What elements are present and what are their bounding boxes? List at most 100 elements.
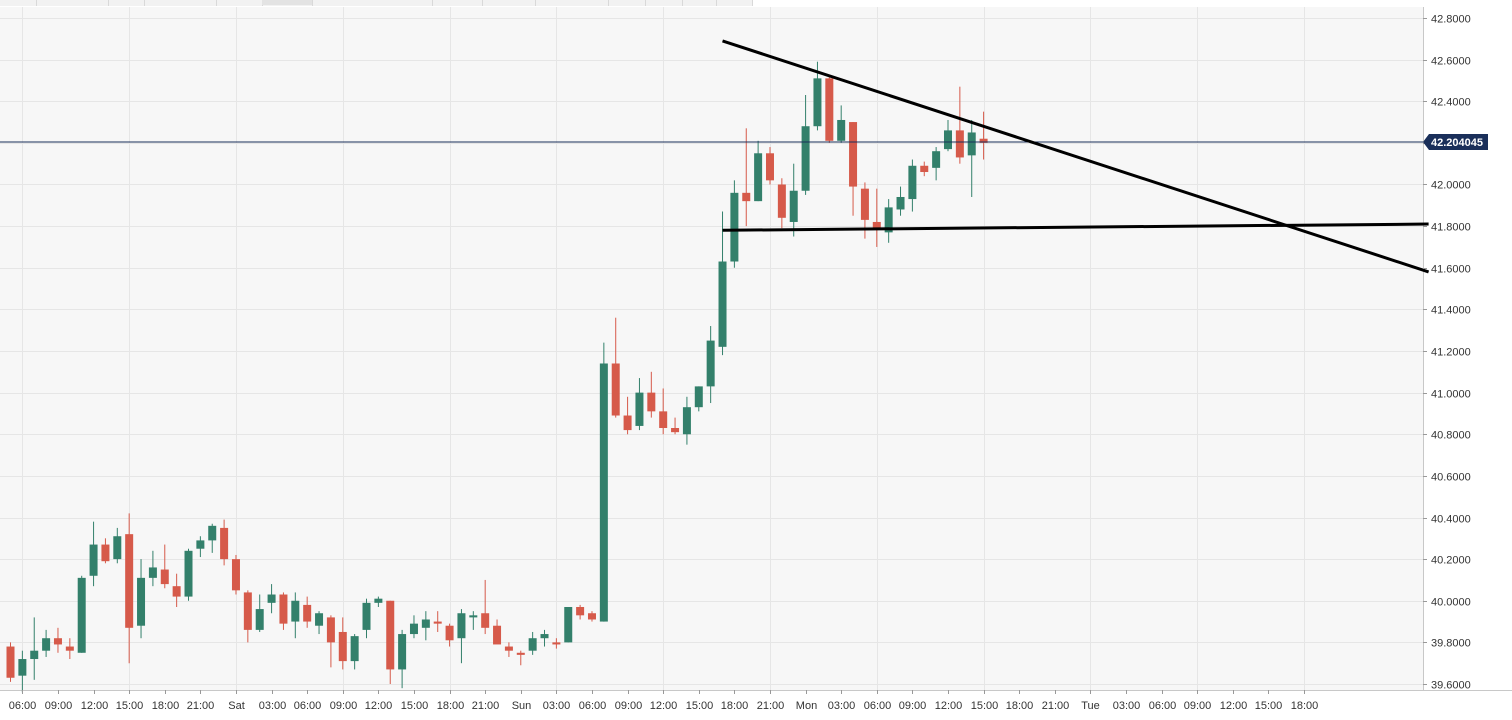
candle-down[interactable]: [516, 650, 525, 666]
candle-up[interactable]: [837, 105, 846, 143]
candle-up[interactable]: [564, 606, 573, 643]
candle-up[interactable]: [540, 629, 549, 647]
candle-down[interactable]: [587, 611, 596, 622]
x-tick-label: 09:00: [1184, 700, 1212, 712]
candle-up[interactable]: [184, 548, 193, 601]
candle-down[interactable]: [481, 579, 490, 635]
candle-down[interactable]: [172, 573, 181, 607]
candle-down[interactable]: [433, 611, 442, 632]
candle-up[interactable]: [469, 611, 478, 630]
candle-down[interactable]: [576, 604, 585, 620]
candle-down[interactable]: [125, 513, 134, 664]
candle-up[interactable]: [362, 598, 371, 639]
candle-up[interactable]: [421, 611, 430, 641]
candle-up[interactable]: [943, 119, 952, 152]
candle-down[interactable]: [493, 619, 502, 645]
candle-body: [516, 652, 525, 655]
candle-up[interactable]: [42, 629, 51, 657]
candle-up[interactable]: [315, 611, 324, 635]
candle-body: [718, 261, 727, 347]
candle-down[interactable]: [279, 592, 288, 630]
x-tick-label: 12:00: [1220, 700, 1248, 712]
candle-up[interactable]: [350, 634, 359, 670]
candle-down[interactable]: [765, 147, 774, 185]
candle-down[interactable]: [623, 396, 632, 435]
tab-active[interactable]: [262, 0, 312, 5]
candle-up[interactable]: [255, 594, 264, 632]
candle-up[interactable]: [409, 615, 418, 639]
candle-down[interactable]: [53, 627, 62, 653]
candle-down[interactable]: [552, 638, 561, 649]
candle-down[interactable]: [979, 111, 988, 160]
candle-down[interactable]: [160, 544, 169, 589]
candle-up[interactable]: [137, 559, 146, 639]
candle-up[interactable]: [398, 629, 407, 689]
candle-down[interactable]: [303, 596, 312, 628]
support-line[interactable]: [722, 222, 1429, 232]
candle-up[interactable]: [89, 521, 98, 587]
candle-down[interactable]: [647, 371, 656, 418]
candle-down[interactable]: [101, 538, 110, 564]
candle-up[interactable]: [148, 550, 157, 587]
candle-up[interactable]: [884, 199, 893, 243]
candle-up[interactable]: [196, 536, 205, 558]
candle-body: [504, 646, 513, 651]
candle-up[interactable]: [932, 147, 941, 181]
candle-up[interactable]: [291, 592, 300, 639]
candle-down[interactable]: [243, 590, 252, 643]
candle-down[interactable]: [504, 642, 513, 657]
descending-resistance-line[interactable]: [722, 39, 1430, 274]
candle-up[interactable]: [730, 180, 739, 268]
candle-up[interactable]: [635, 378, 644, 431]
candle-up[interactable]: [694, 386, 703, 412]
candle-down[interactable]: [338, 617, 347, 670]
candle-down[interactable]: [659, 388, 668, 435]
candle-up[interactable]: [208, 523, 217, 553]
candle-up[interactable]: [718, 211, 727, 356]
y-tick-label: 40.4000: [1431, 514, 1471, 526]
candle-down[interactable]: [777, 178, 786, 229]
candle-body: [18, 659, 27, 676]
candle-up[interactable]: [896, 186, 905, 216]
candle-up[interactable]: [754, 140, 763, 202]
candle-up[interactable]: [528, 631, 537, 655]
candle-down[interactable]: [742, 128, 751, 227]
candle-body: [398, 634, 407, 670]
candle-up[interactable]: [967, 119, 976, 197]
y-tick-label: 41.6000: [1431, 264, 1471, 276]
current-price-tag: 42.204045: [1423, 134, 1488, 151]
candle-down[interactable]: [6, 642, 15, 682]
candle-up[interactable]: [599, 342, 608, 622]
candle-up[interactable]: [682, 396, 691, 445]
candle-body: [89, 544, 98, 576]
candle-down[interactable]: [872, 188, 881, 247]
candle-down[interactable]: [611, 317, 620, 418]
candle-up[interactable]: [77, 575, 86, 653]
candle-body: [694, 386, 703, 408]
candle-down[interactable]: [326, 615, 335, 668]
candle-up[interactable]: [374, 596, 383, 607]
candle-down[interactable]: [849, 122, 858, 216]
candle-down[interactable]: [825, 76, 834, 143]
candle-body: [493, 625, 502, 645]
candle-down[interactable]: [955, 86, 964, 164]
candle-down[interactable]: [220, 519, 229, 566]
candle-up[interactable]: [706, 326, 715, 404]
candle-up[interactable]: [789, 163, 798, 237]
candle-body: [231, 559, 240, 591]
x-tick-label: 06:00: [294, 700, 322, 712]
candle-down[interactable]: [920, 161, 929, 177]
candle-up[interactable]: [457, 609, 466, 664]
candle-up[interactable]: [908, 159, 917, 212]
candle-up[interactable]: [30, 617, 39, 680]
candle-up[interactable]: [18, 650, 27, 693]
candle-down[interactable]: [386, 600, 395, 684]
candle-down[interactable]: [445, 623, 454, 647]
candle-down[interactable]: [231, 554, 240, 595]
candle-down[interactable]: [671, 417, 680, 435]
candle-up[interactable]: [801, 95, 810, 195]
candle-down[interactable]: [65, 638, 74, 660]
candle-up[interactable]: [267, 584, 276, 614]
candle-up[interactable]: [113, 527, 122, 564]
